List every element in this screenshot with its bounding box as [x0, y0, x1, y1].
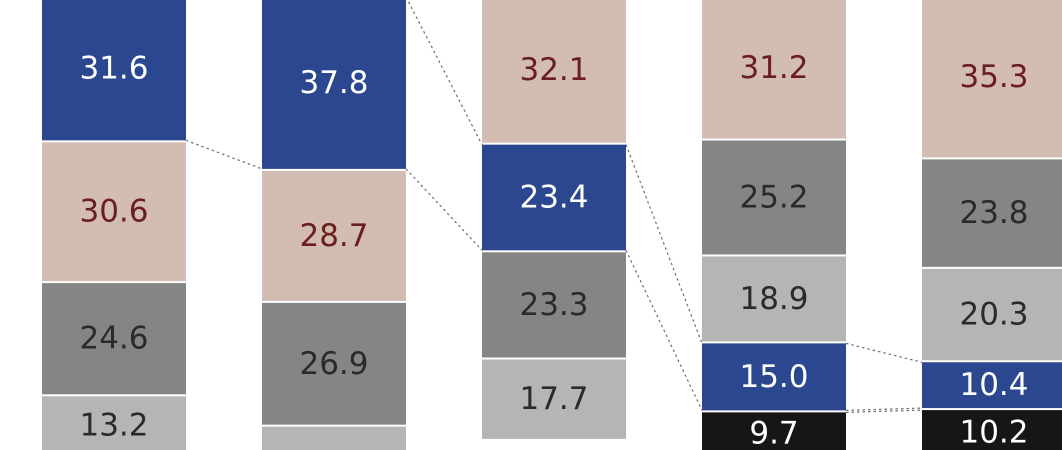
segment-label-c4-s3: 18.9 — [739, 281, 808, 317]
bar-columns — [42, 0, 1062, 450]
bar-segment-c1-s2 — [42, 142, 186, 282]
bar-segment-c4-s5 — [702, 412, 846, 450]
segment-label-c3-s4: 17.7 — [519, 381, 588, 417]
connector-line-5-top — [845, 409, 923, 413]
bar-segment-c3-s2 — [482, 144, 626, 251]
segment-label-c4-s5: 9.7 — [749, 416, 798, 450]
bar-segment-c4-s4 — [702, 343, 846, 411]
bar-segment-c2-s1 — [262, 0, 406, 169]
segment-label-c1-s3: 24.6 — [79, 321, 148, 357]
bar-segment-c2-s4 — [262, 426, 406, 450]
segment-label-c4-s4: 15.0 — [739, 359, 808, 395]
bar-segment-c3-s3 — [482, 252, 626, 358]
bar-segment-c3-s4 — [482, 359, 626, 439]
connector-line-2-top — [406, 0, 483, 145]
bar-segment-c2-s3 — [262, 302, 406, 425]
segment-labels: 31.6 30.6 24.6 13.2 37.8 28.7 26.9 32.1 23.4 23.3… — [79, 50, 1028, 450]
segment-label-c5-s4: 10.4 — [959, 367, 1028, 403]
segment-label-c3-s1: 32.1 — [519, 52, 588, 88]
segment-label-c1-s2: 30.6 — [79, 194, 148, 230]
bar-segment-c1-s1 — [42, 0, 186, 141]
segment-label-c5-s5: 10.2 — [959, 415, 1028, 450]
bar-segment-c3-s1 — [482, 0, 626, 143]
segment-label-c4-s1: 31.2 — [739, 50, 808, 86]
connector-line-3-bottom — [625, 250, 703, 411]
segment-label-c5-s3: 20.3 — [959, 297, 1028, 333]
bar-segment-c5-s3 — [922, 268, 1062, 361]
segment-label-c2-s2: 28.7 — [299, 218, 368, 254]
connector-line-3-top — [625, 144, 703, 344]
bar-segment-c5-s5 — [922, 410, 1062, 450]
bar-segment-c1-s4 — [42, 396, 186, 450]
bar-segment-c4-s3 — [702, 256, 846, 342]
connector-line-4-top — [845, 342, 923, 363]
bar-segment-c5-s4 — [922, 362, 1062, 409]
bar-segment-c5-s1 — [922, 0, 1062, 158]
segment-label-c4-s2: 25.2 — [739, 179, 808, 215]
segment-label-c5-s2: 23.8 — [959, 195, 1028, 231]
connector-line-4-bottom — [845, 407, 923, 411]
bar-segment-c4-s1 — [702, 0, 846, 139]
connector-line-1-bottom — [185, 139, 263, 170]
connector-line-2-bottom — [405, 168, 483, 251]
segment-label-c1-s4: 13.2 — [79, 408, 148, 444]
connector-lines — [185, 0, 923, 413]
bar-segment-c5-s2 — [922, 159, 1062, 267]
segment-label-c5-s1: 35.3 — [959, 59, 1028, 95]
segment-label-c3-s2: 23.4 — [519, 179, 588, 215]
bar-segment-c2-s2 — [262, 170, 406, 301]
bar-segment-c1-s3 — [42, 283, 186, 395]
bar-segment-c4-s2 — [702, 140, 846, 255]
segment-label-c2-s3: 26.9 — [299, 346, 368, 382]
segment-label-c2-s1: 37.8 — [299, 65, 368, 101]
segment-label-c1-s1: 31.6 — [79, 51, 148, 87]
segment-label-c3-s3: 23.3 — [519, 287, 588, 323]
